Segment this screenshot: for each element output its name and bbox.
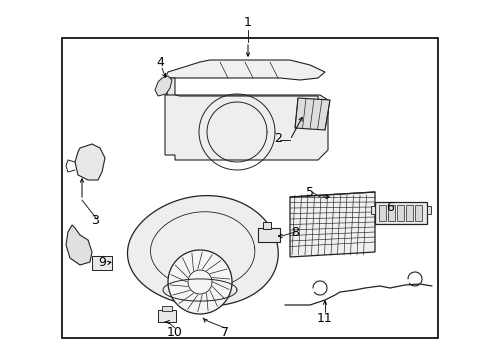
Bar: [378, 205, 385, 221]
Bar: [374, 202, 426, 224]
Text: 8: 8: [290, 225, 298, 239]
Bar: [258, 228, 280, 242]
Bar: [263, 222, 270, 229]
Bar: [414, 205, 421, 221]
Text: 3: 3: [91, 213, 99, 226]
Bar: [92, 256, 112, 270]
Polygon shape: [289, 192, 374, 257]
Text: 1: 1: [244, 15, 251, 28]
Bar: [158, 310, 176, 322]
Polygon shape: [164, 60, 325, 80]
Bar: [396, 205, 403, 221]
Polygon shape: [66, 225, 92, 265]
Polygon shape: [164, 95, 327, 160]
Polygon shape: [127, 195, 278, 306]
Bar: [387, 205, 394, 221]
Polygon shape: [168, 250, 231, 314]
Bar: [62, 38, 437, 338]
Text: 2: 2: [273, 131, 282, 144]
Text: 10: 10: [167, 325, 183, 338]
Polygon shape: [164, 78, 327, 115]
Text: 11: 11: [317, 311, 332, 324]
Text: 5: 5: [305, 185, 313, 198]
Polygon shape: [155, 76, 172, 96]
Bar: [405, 205, 412, 221]
Text: 6: 6: [385, 201, 393, 213]
Text: 9: 9: [98, 256, 106, 270]
Bar: [162, 306, 172, 311]
Polygon shape: [294, 98, 329, 130]
Polygon shape: [75, 144, 105, 180]
Text: 7: 7: [221, 325, 228, 338]
Text: 4: 4: [156, 55, 163, 68]
Bar: [426, 206, 430, 214]
Bar: [370, 206, 374, 214]
